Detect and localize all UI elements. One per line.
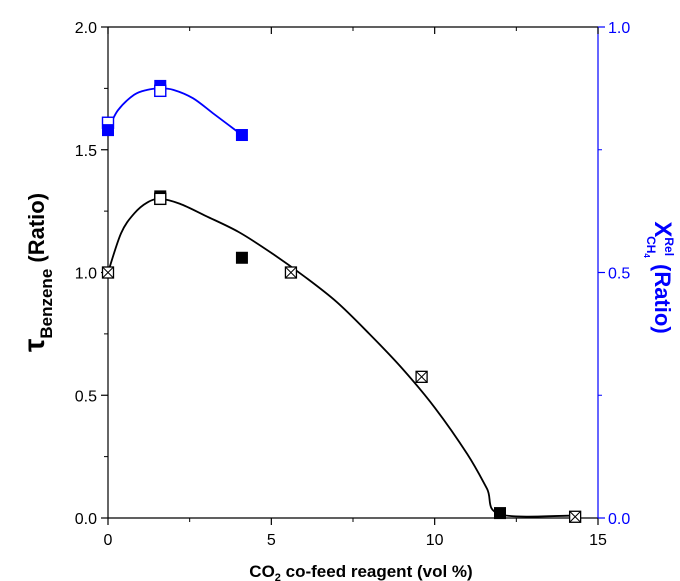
y-right-tick-label: 1.0: [608, 20, 630, 37]
y-right-axis-title: XRel CH4 (Ratio): [642, 221, 676, 333]
y-left-tick-label: 0.0: [75, 511, 97, 528]
y-right-tick-label: 0.5: [608, 266, 630, 283]
y-right-axis-title-sup: Rel: [662, 237, 676, 256]
y-left-tick-label: 2.0: [75, 20, 97, 37]
marker-open-square: [154, 84, 167, 98]
x-axis-title-main: CO: [249, 562, 275, 581]
data-point-left-square-filled: [494, 507, 506, 520]
y-left-tick-label: 1.0: [75, 266, 97, 283]
marker-filled-square: [102, 124, 114, 137]
marker-cross-line: [285, 266, 297, 279]
marker-open-square: [154, 192, 167, 206]
data-point-left-square-cross: [568, 510, 582, 523]
data-point-left-square-cross: [101, 266, 115, 279]
y-left-axis-title-symbol: τ: [18, 339, 51, 352]
data-point-right-square-filled: [235, 129, 248, 142]
y-left-tick-label: 0.5: [75, 388, 97, 405]
y-right-axis-title-symbol: X: [649, 221, 676, 237]
series-right-curve: [107, 87, 243, 136]
marker-cross-line: [415, 370, 428, 383]
data-point-left-square-open: [154, 192, 167, 206]
y-right-axis-title-sub: CH: [644, 236, 658, 253]
x-tick-label: 15: [589, 532, 607, 549]
series-left-curve: [107, 197, 576, 518]
x-tick-label: 5: [267, 532, 276, 549]
marker-filled-square: [494, 507, 506, 520]
y-left-axis-title-sub: Benzene: [37, 269, 56, 339]
y-left-axis-title: τBenzene (Ratio): [18, 193, 56, 352]
y-left-tick-label: 1.5: [75, 143, 97, 160]
y-right-axis-title-subsub: 4: [642, 253, 651, 258]
x-axis-title-sub: 2: [275, 572, 281, 581]
y-left-axis-title-rest: (Ratio): [24, 193, 49, 269]
marker-cross-line: [569, 510, 581, 523]
x-tick-label: 0: [104, 532, 113, 549]
x-axis-title: CO2 co-feed reagent (vol %): [249, 562, 472, 581]
data-point-right-square-filled: [102, 124, 114, 137]
y-right-tick-label: 0.0: [608, 511, 630, 528]
x-tick-label: 10: [426, 532, 444, 549]
data-point-right-square-open: [154, 84, 167, 98]
x-axis-title-rest: co-feed reagent (vol %): [281, 562, 473, 581]
marker-cross-line: [102, 266, 114, 279]
data-point-left-square-filled: [235, 251, 248, 264]
y-right-axis-title-rest: (Ratio): [650, 258, 675, 334]
marker-filled-square: [235, 251, 248, 264]
data-point-left-square-cross: [284, 266, 298, 279]
marker-filled-square: [235, 129, 248, 142]
data-point-left-square-cross: [415, 370, 428, 383]
